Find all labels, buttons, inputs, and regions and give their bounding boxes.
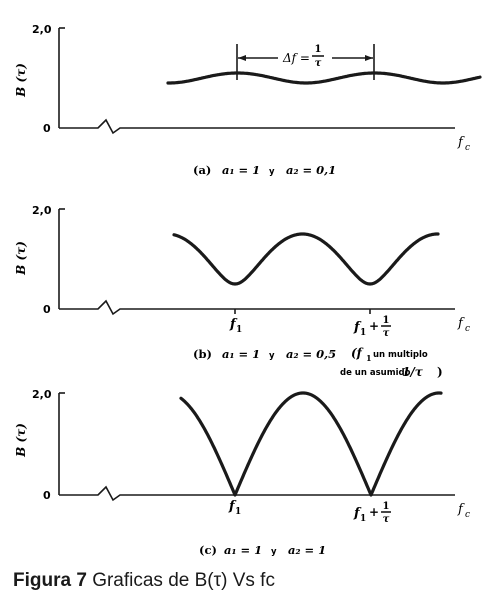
- panel-a-caption-a1: a₁ = 1: [222, 163, 260, 177]
- panel-b-note: (f 1 un multiplo de un asumido 1/τ ): [340, 346, 443, 379]
- figure-caption: Figura 7 Graficas de B(τ) Vs fc: [13, 570, 275, 592]
- panel-c-ytick-zero: 0: [43, 489, 51, 502]
- period-annotation: Δf = 1 τ: [236, 44, 375, 80]
- panel-c-tick-f1-plus-label: f 1 + 1 τ: [353, 501, 391, 525]
- panel-a-x-axis-break: [59, 118, 455, 135]
- panel-b-ylabel: B (τ): [14, 241, 28, 276]
- panel-a-ylabel: B (τ): [14, 63, 28, 98]
- panel-b-tick2-plus: +: [369, 319, 379, 333]
- note-line1: un multiplo: [373, 350, 428, 360]
- panel-c-xlabel: f c: [457, 502, 470, 520]
- panel-b-xlabel-sub: c: [465, 324, 470, 334]
- panel-c-xlabel-main: f: [457, 502, 465, 517]
- panel-a-ytick-zero: 0: [43, 122, 51, 135]
- panel-b-ytick-top: 2,0: [32, 204, 52, 217]
- panel-c-ylabel: B (τ): [14, 423, 28, 458]
- panel-b-tick2-den: τ: [383, 328, 390, 339]
- panel-c-tick2-sub: 1: [360, 514, 366, 524]
- panel-b-xlabel-main: f: [457, 316, 465, 331]
- figure-caption-text: Graficas de B(τ) Vs fc: [92, 570, 275, 591]
- panel-a-curve: [166, 71, 482, 85]
- panel-c-tick2-num: 1: [383, 501, 390, 512]
- panel-c-xlabel-sub: c: [465, 510, 470, 520]
- panel-c-caption-y: y: [271, 547, 277, 557]
- panel-c-caption-a1: a₁ = 1: [224, 543, 262, 557]
- panel-c-caption-panel: (c): [199, 543, 217, 557]
- panel-b-tick-f1-label: f 1: [229, 317, 242, 335]
- panel-b-tick-f1-sub: 1: [236, 325, 242, 335]
- panel-b-caption-a1: a₁ = 1: [222, 347, 260, 361]
- panel-a: B (τ) 2,0 0 f c Δf = 1 τ (a) a₁ = 1 y: [14, 23, 482, 177]
- panel-a-caption-panel: (a): [193, 163, 211, 177]
- panel-b-xlabel: f c: [457, 316, 470, 334]
- panel-a-xlabel: f c: [457, 135, 470, 153]
- panel-c-x-axis-break: [59, 485, 455, 502]
- panel-b: B (τ) 2,0 0 f c f 1 f 1 + 1 τ (b) a₁ = 1…: [14, 204, 470, 379]
- panel-c-tick2-den: τ: [383, 514, 390, 525]
- note-sub: 1: [366, 353, 372, 363]
- panel-c-ytick-top: 2,0: [32, 388, 52, 401]
- panel-b-curve: [172, 232, 440, 286]
- panel-b-ytick-zero: 0: [43, 303, 51, 316]
- figure-caption-label: Figura 7: [13, 570, 87, 591]
- note-line2: de un asumido: [340, 368, 411, 378]
- panel-b-tick2-num: 1: [383, 315, 390, 326]
- panel-c-caption: (c) a₁ = 1 y a₂ = 1: [199, 543, 326, 557]
- panel-a-ytick-top: 2,0: [32, 23, 52, 36]
- panel-c: B (τ) 2,0 0 f c f 1 f 1 + 1 τ (c) a₁ = 1…: [14, 388, 470, 557]
- panel-a-caption-a2: a₂ = 0,1: [286, 163, 336, 177]
- period-numerator: 1: [315, 44, 322, 55]
- panel-a-xlabel-sub: c: [465, 143, 470, 153]
- panel-a-caption: (a) a₁ = 1 y a₂ = 0,1: [193, 163, 336, 177]
- panel-c-curve: [179, 391, 443, 497]
- panel-b-caption: (b) a₁ = 1 y a₂ = 0,5: [193, 347, 336, 361]
- panel-c-tick-f1-sub: 1: [235, 507, 241, 517]
- panel-b-caption-y: y: [269, 351, 275, 361]
- panel-c-tick2-main: f: [353, 506, 362, 521]
- panel-b-tick2-main: f: [353, 320, 362, 335]
- arrowhead-right-icon: [365, 55, 373, 61]
- panel-a-xlabel-main: f: [457, 135, 465, 150]
- panel-b-tick-f1-plus-label: f 1 + 1 τ: [353, 315, 391, 339]
- panel-c-tick-f1-label: f 1: [228, 499, 241, 517]
- note-value: 1/τ: [402, 365, 424, 379]
- panel-c-tick-f1-main: f: [228, 499, 237, 514]
- panel-b-tick2-sub: 1: [360, 328, 366, 338]
- note-open: (f: [351, 346, 364, 360]
- panel-b-tick-f1-main: f: [229, 317, 238, 332]
- panel-a-caption-y: y: [269, 167, 275, 177]
- panel-b-caption-a2: a₂ = 0,5: [286, 347, 336, 361]
- arrowhead-left-icon: [238, 55, 246, 61]
- panel-b-caption-panel: (b): [193, 347, 212, 361]
- panel-b-x-axis-break: [59, 299, 455, 316]
- panel-c-tick2-plus: +: [369, 505, 379, 519]
- note-close: ): [437, 365, 443, 379]
- period-label: Δf =: [282, 51, 310, 65]
- period-denominator: τ: [315, 58, 322, 69]
- panel-c-caption-a2: a₂ = 1: [288, 543, 326, 557]
